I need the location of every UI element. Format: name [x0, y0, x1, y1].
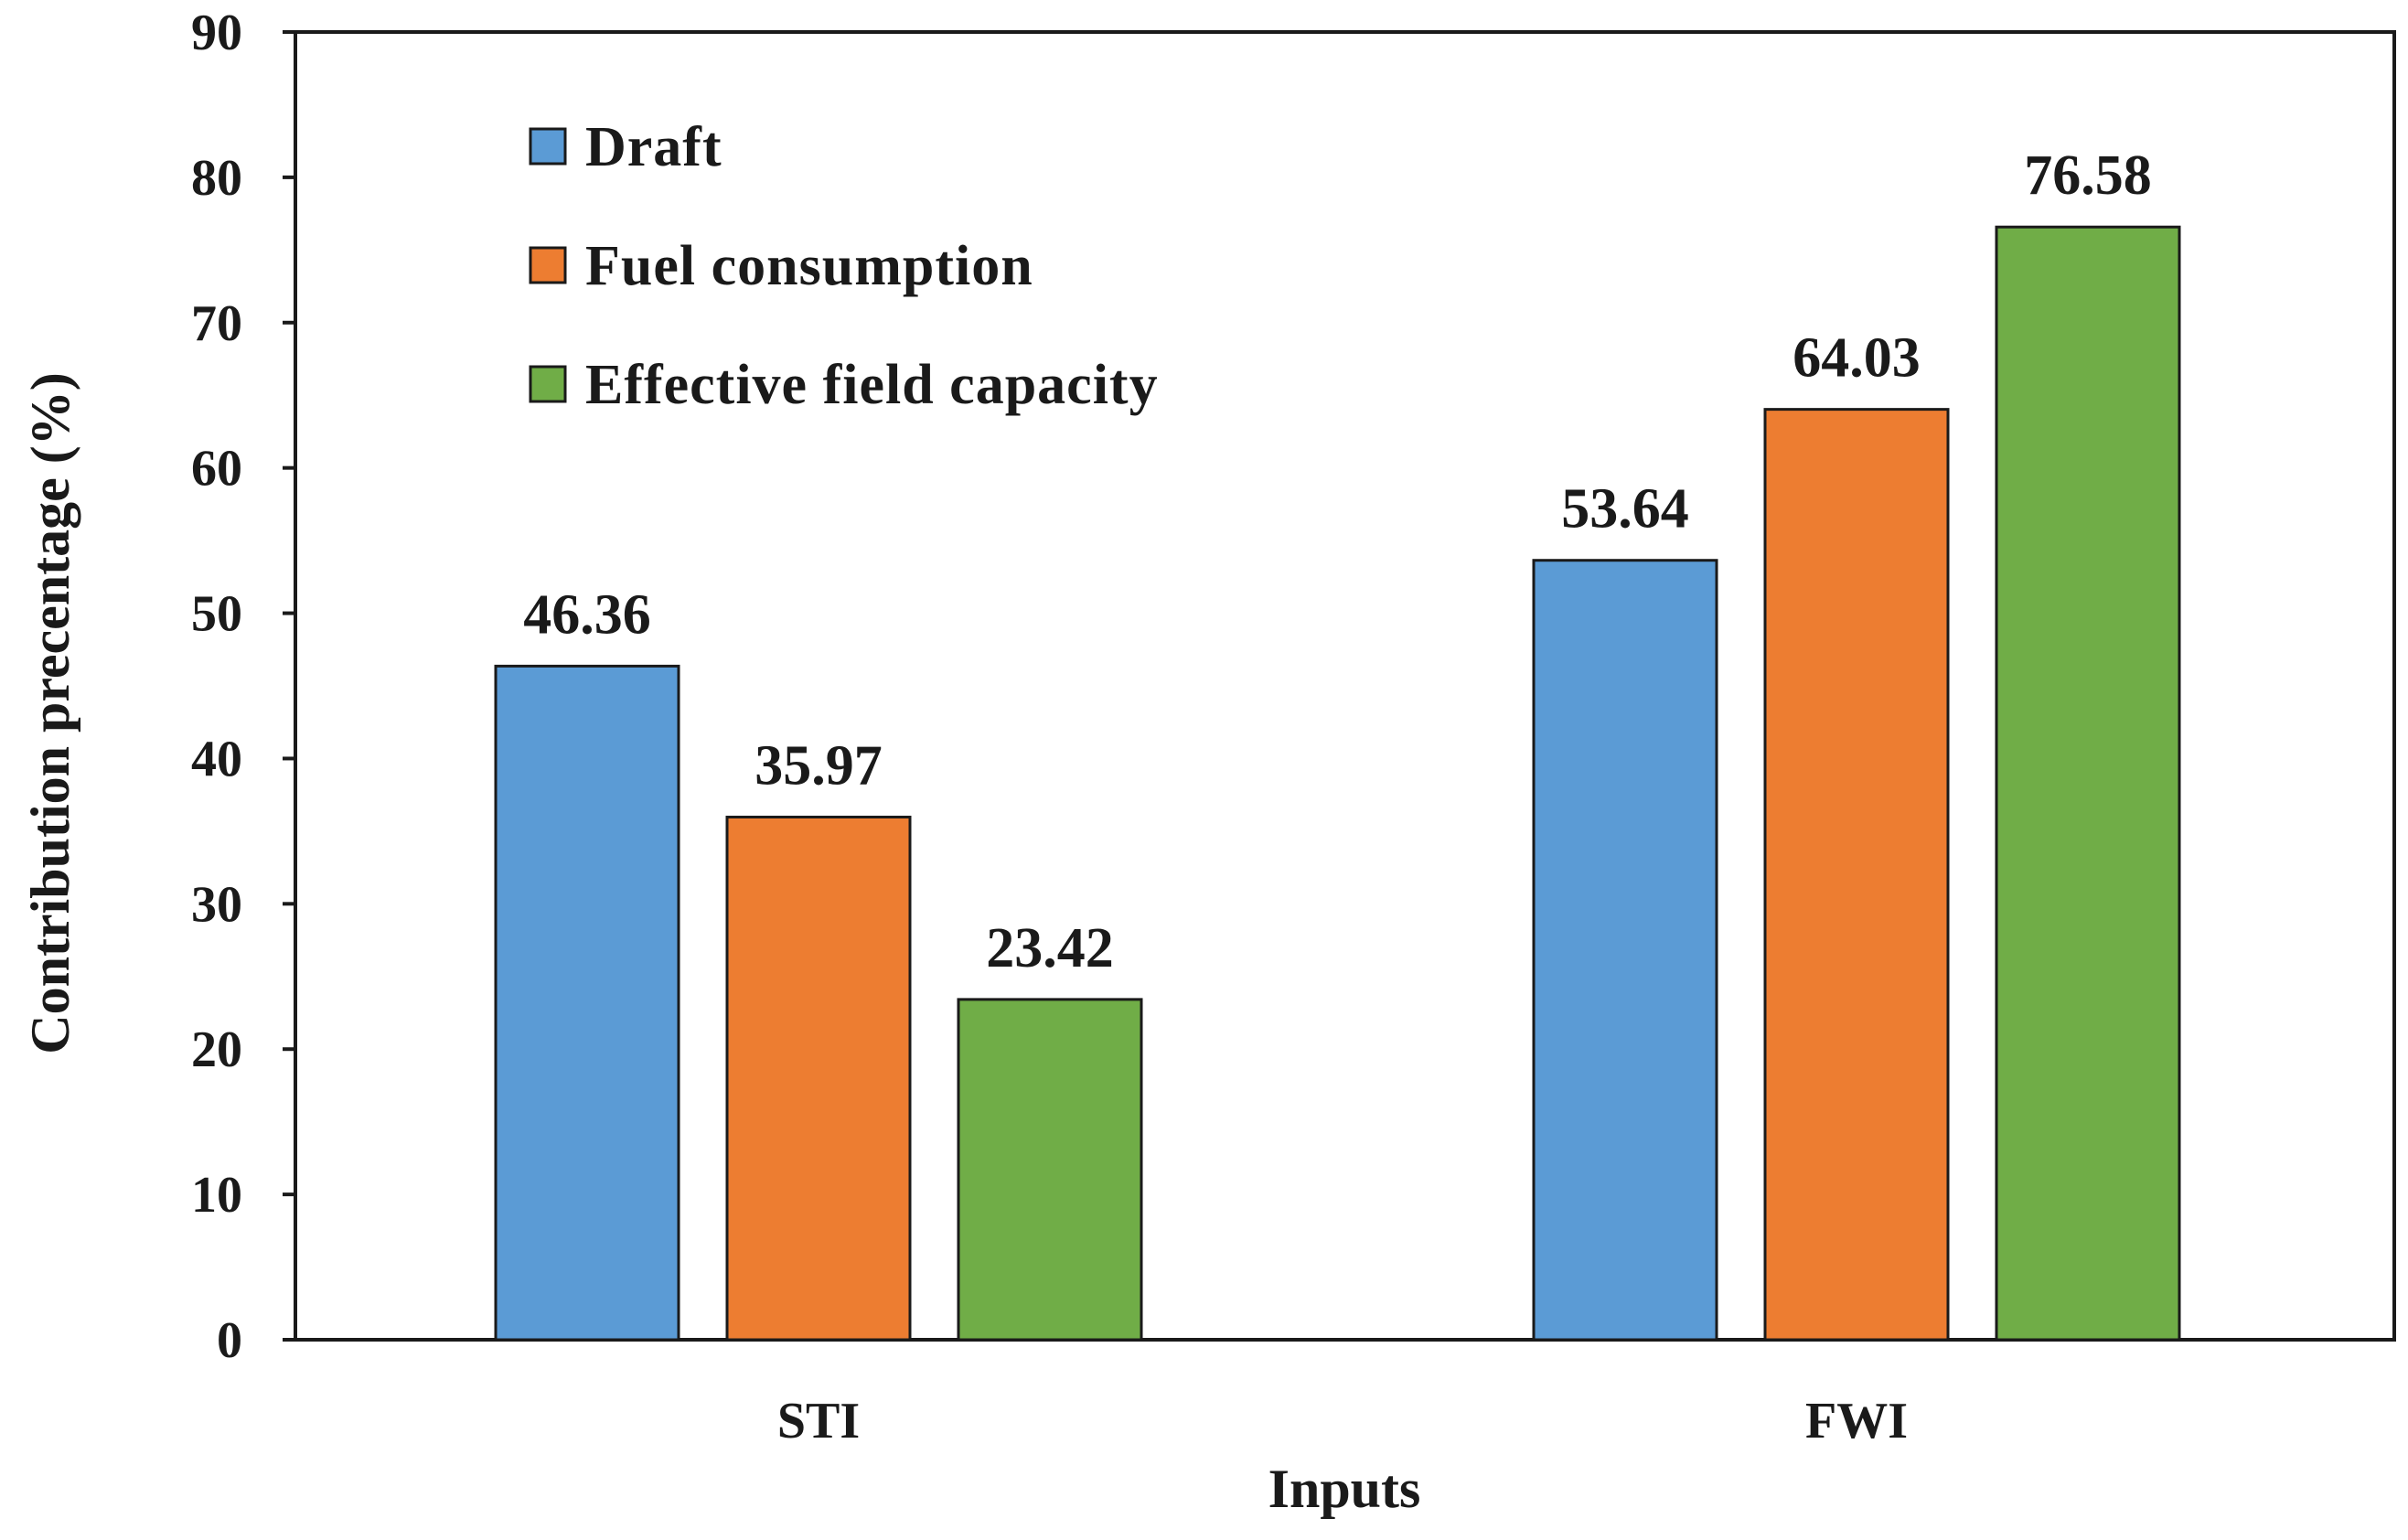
data-label: 35.97 [755, 734, 883, 797]
bar [1995, 225, 2181, 1342]
plot-frame [294, 30, 2396, 1342]
y-tick-label: 60 [191, 441, 242, 497]
data-label: 76.58 [2024, 144, 2152, 207]
data-labels-layer: 46.36 53.64 35.97 64.03 23.42 76.58 [523, 144, 2152, 979]
legend-label: Fuel consumption [585, 235, 1033, 297]
x-tick-label: FWI [1805, 1393, 1908, 1449]
x-tick-label: STI [777, 1393, 860, 1449]
x-axis: STI FWI [777, 1393, 1908, 1449]
bar [957, 998, 1143, 1342]
legend-swatch [529, 127, 567, 166]
data-label: 53.64 [1561, 478, 1689, 540]
legend-label: Draft [585, 116, 722, 178]
y-axis-title: Contribution precentage (%) [20, 372, 80, 1054]
data-label: 46.36 [523, 583, 651, 646]
bar [1532, 559, 1718, 1342]
data-label: 23.42 [986, 917, 1114, 979]
y-tick-label: 30 [191, 876, 242, 933]
y-tick-label: 0 [217, 1312, 242, 1369]
y-tick-label: 50 [191, 586, 242, 643]
legend-swatch [529, 365, 567, 403]
legend: Draft Fuel consumption Effective field cap… [529, 116, 1159, 416]
bars-layer [494, 225, 2181, 1342]
x-axis-title: Inputs [1268, 1459, 1421, 1519]
y-tick-label: 40 [191, 731, 242, 787]
y-tick-label: 80 [191, 150, 242, 207]
y-tick-label: 20 [191, 1021, 242, 1078]
y-axis: 0 10 20 30 40 50 60 70 80 90 [191, 5, 295, 1369]
bar [725, 815, 912, 1342]
legend-label: Effective field capacity [585, 354, 1159, 416]
legend-swatch [529, 246, 567, 284]
data-label: 64.03 [1793, 327, 1921, 390]
bar [1763, 408, 1950, 1342]
y-tick-label: 10 [191, 1167, 242, 1224]
bar [494, 664, 680, 1342]
y-tick-label: 90 [191, 5, 242, 61]
y-tick-label: 70 [191, 295, 242, 352]
